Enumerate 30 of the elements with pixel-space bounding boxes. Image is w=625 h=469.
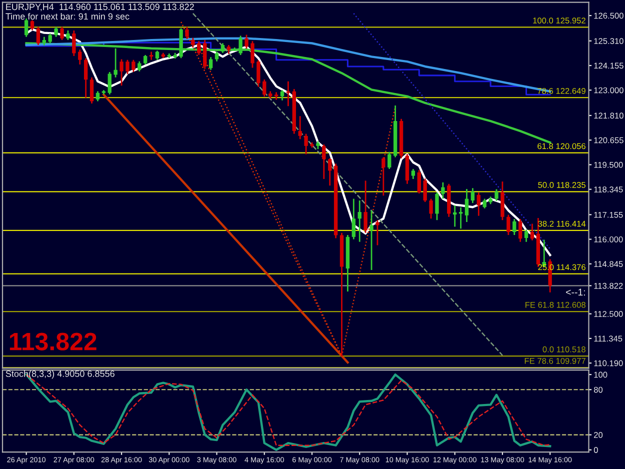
ref-line-label: FE 78.6 109.977 — [524, 358, 586, 364]
ref-line-label: FE 61.8 112.608 — [526, 302, 586, 308]
y-tick-label: 111.345 — [594, 336, 622, 342]
text: <--1: — [566, 288, 585, 296]
ref-line-label: 61.8 120.056 — [538, 143, 586, 150]
y-tick-label: 113.822 — [594, 282, 623, 289]
text: Time for next bar: 91 min 9 sec — [6, 12, 130, 20]
y-tick-label: 118.345 — [594, 186, 623, 192]
y-tick-label: 112.500 — [594, 311, 623, 317]
y-tick-label: 0 — [594, 447, 598, 453]
ref-line-label: 0.0 110.518 — [542, 346, 586, 352]
y-tick-label: 125.310 — [594, 38, 624, 44]
y-tick-label: 121.810 — [594, 112, 624, 119]
chart-title: EURJPY,H4 114.960 115.061 113.509 113.822 — [6, 4, 194, 12]
ref-line-label: 100.0 125.952 — [533, 18, 586, 24]
y-tick-label: 123.000 — [594, 87, 624, 94]
y-tick-label: 126.500 — [594, 12, 624, 19]
y-tick-label: 124.155 — [594, 62, 624, 69]
y-tick-label: 120.655 — [594, 137, 624, 144]
y-tick-label: 80 — [594, 386, 603, 393]
y-tick-label: 100 — [594, 372, 608, 378]
y-tick-label: 116.000 — [594, 236, 623, 242]
y-tick-label: 114.845 — [594, 261, 623, 267]
y-tick-label: 117.155 — [594, 212, 623, 218]
ref-line-label: 50.0 118.235 — [538, 182, 586, 188]
y-tick-label: 110.190 — [594, 360, 623, 366]
y-tick-label: 119.500 — [594, 162, 623, 168]
y-tick-label: 20 — [594, 432, 603, 438]
chart-title: Stoch(8,3,3) 4.9050 6.8556 — [6, 370, 114, 379]
annotation: 113.822 — [10, 332, 96, 350]
